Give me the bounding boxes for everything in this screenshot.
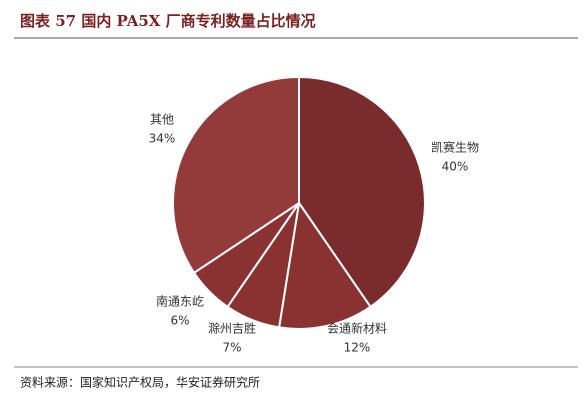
value-label: 7%: [222, 341, 241, 355]
slice-label: 滁州吉胜: [208, 321, 256, 336]
source: 资料来源：国家知识产权局，华安证券研究所: [20, 375, 260, 390]
slice-label: 其他: [150, 113, 174, 127]
pie-slice: [277, 200, 372, 330]
value-label: 34%: [149, 132, 176, 146]
pie-slice: [298, 75, 426, 309]
value-label: 40%: [442, 160, 469, 174]
slice-label: 凯赛生物: [431, 140, 479, 155]
chart-title: 图表 57 国内 PA5X 厂商专利数量占比情况: [20, 12, 316, 30]
slice-label: 会通新材料: [327, 321, 387, 336]
pie-slice: [172, 75, 300, 275]
value-label: 12%: [344, 341, 371, 355]
slice-label: 南通东屹: [156, 294, 204, 309]
value-label: 6%: [170, 314, 189, 328]
